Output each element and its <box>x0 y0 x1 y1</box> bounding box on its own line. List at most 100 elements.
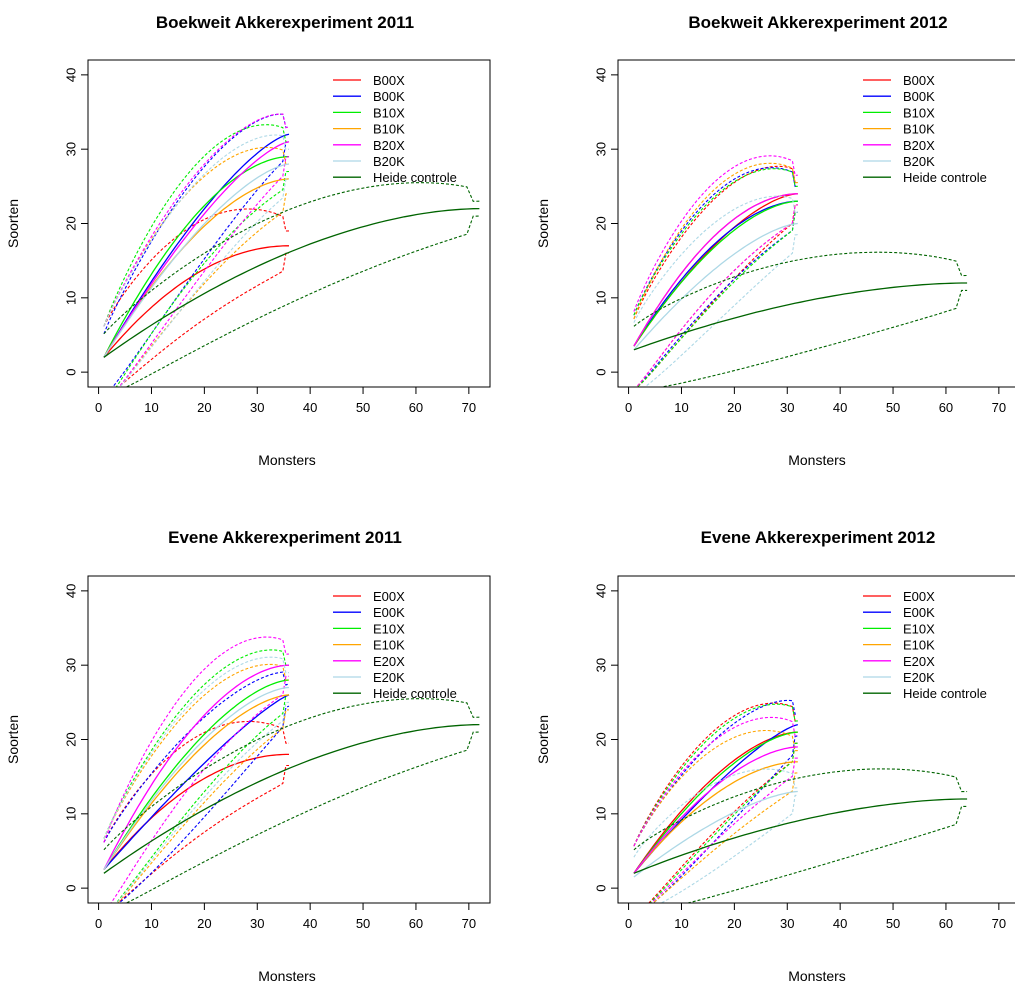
x-tick-label: 40 <box>303 400 317 415</box>
ci-lower-heide-controle <box>658 289 968 387</box>
plot-frame <box>87 59 491 388</box>
legend-label: E00X <box>903 589 935 604</box>
y-tick-label: 10 <box>63 291 78 305</box>
series-line-e00k <box>103 694 290 871</box>
x-axis-label: Monsters <box>258 968 316 984</box>
ci-upper-b10x <box>103 124 290 327</box>
legend-label: E00X <box>373 589 405 604</box>
legend-label: E20X <box>373 654 405 669</box>
x-tick-label: 40 <box>833 400 847 415</box>
legend-label: Heide controle <box>903 686 987 701</box>
y-tick-label: 30 <box>63 658 78 672</box>
legend-label: E10X <box>373 621 405 636</box>
series-line-b20x <box>103 141 290 358</box>
x-tick-label: 30 <box>780 400 794 415</box>
series-line-b00x <box>103 245 289 358</box>
x-axis: 0 10 20 30 40 50 60 70 <box>95 902 476 931</box>
ci-upper-b10k <box>633 162 798 320</box>
ci-upper-heide-controle <box>103 182 480 335</box>
ci-lower-b20x <box>118 156 290 387</box>
chart-panel-1: Boekweit Akkerexperiment 2011 0 10 20 30 40 50… <box>5 13 491 468</box>
series-line-b10x <box>103 155 290 358</box>
plot-area <box>103 636 480 903</box>
ci-upper-e00x <box>633 702 798 847</box>
x-tick-label: 60 <box>939 916 953 931</box>
x-tick-label: 40 <box>303 916 317 931</box>
series-line-heide-controle <box>103 723 480 874</box>
x-tick-label: 0 <box>625 400 632 415</box>
ci-upper-b10k <box>103 146 290 327</box>
legend-label: B00K <box>903 89 935 104</box>
ci-lower-b00k <box>112 141 290 387</box>
ci-lower-b00k <box>636 211 798 387</box>
series-line-e00x <box>633 731 798 874</box>
legend-label: E20X <box>903 654 935 669</box>
legend-label: B20X <box>373 138 405 153</box>
x-tick-label: 70 <box>992 916 1006 931</box>
y-tick-label: 30 <box>63 142 78 156</box>
legend-label: E20K <box>373 670 405 685</box>
ci-upper-e20k <box>103 656 290 839</box>
legend-label: E10X <box>903 621 935 636</box>
series-line-e20k <box>103 686 290 870</box>
x-axis-label: Monsters <box>788 968 846 984</box>
ci-upper-b00x <box>633 165 798 320</box>
ci-lower-e00k <box>118 705 290 903</box>
legend-label: Heide controle <box>903 170 987 185</box>
ci-lower-e10k <box>116 709 290 903</box>
y-tick-label: 20 <box>63 216 78 230</box>
ci-upper-e10k <box>633 729 798 847</box>
x-tick-label: 50 <box>356 400 370 415</box>
x-axis-label: Monsters <box>788 452 846 468</box>
y-axis: 0 10 20 30 40 <box>63 68 88 376</box>
y-axis-label: Soorten <box>5 715 21 764</box>
ci-lower-b20x <box>635 204 798 387</box>
x-tick-label: 70 <box>992 400 1006 415</box>
y-tick-label: 40 <box>63 68 78 82</box>
x-tick-label: 20 <box>727 400 741 415</box>
x-tick-label: 50 <box>886 400 900 415</box>
y-axis: 0 10 20 30 40 <box>593 68 618 376</box>
chart-title: Boekweit Akkerexperiment 2012 <box>688 13 947 32</box>
ci-upper-b20x <box>633 155 798 312</box>
ci-upper-e10k <box>103 663 290 839</box>
legend-label: B10X <box>373 105 405 120</box>
ci-upper-b20k <box>103 134 290 327</box>
plot-area <box>633 699 968 903</box>
plot-area <box>103 113 480 387</box>
y-tick-label: 40 <box>63 584 78 598</box>
y-axis: 0 10 20 30 40 <box>63 584 88 892</box>
x-tick-label: 60 <box>939 400 953 415</box>
x-tick-label: 50 <box>356 916 370 931</box>
x-tick-label: 10 <box>674 400 688 415</box>
x-tick-label: 20 <box>197 916 211 931</box>
legend-label: B00X <box>903 73 935 88</box>
ci-upper-b10x <box>633 168 798 316</box>
y-tick-label: 40 <box>593 584 608 598</box>
series-line-e10x <box>633 731 798 874</box>
y-tick-label: 10 <box>63 807 78 821</box>
ci-lower-e10x <box>115 694 290 903</box>
legend-label: B10K <box>373 122 405 137</box>
x-axis: 0 10 20 30 40 50 60 70 <box>625 902 1006 931</box>
x-tick-label: 70 <box>462 400 476 415</box>
ci-upper-e00x <box>103 720 289 843</box>
ci-lower-e00k <box>652 735 798 903</box>
legend-label: B00X <box>373 73 405 88</box>
ci-upper-e20k <box>633 768 798 858</box>
ci-upper-heide-controle <box>103 698 480 851</box>
plot-frame <box>617 59 1015 388</box>
y-axis-label: Soorten <box>535 715 551 764</box>
y-axis: 0 10 20 30 40 <box>593 584 618 892</box>
series-line-b10k <box>103 178 290 358</box>
ci-upper-heide-controle <box>633 768 968 851</box>
legend-label: B20K <box>903 154 935 169</box>
ci-lower-heide-controle <box>125 731 480 903</box>
x-tick-label: 40 <box>833 916 847 931</box>
ci-lower-e20x <box>650 757 798 903</box>
series-line-heide-controle <box>103 207 480 358</box>
ci-lower-b20k <box>119 178 290 387</box>
x-tick-label: 30 <box>250 916 264 931</box>
